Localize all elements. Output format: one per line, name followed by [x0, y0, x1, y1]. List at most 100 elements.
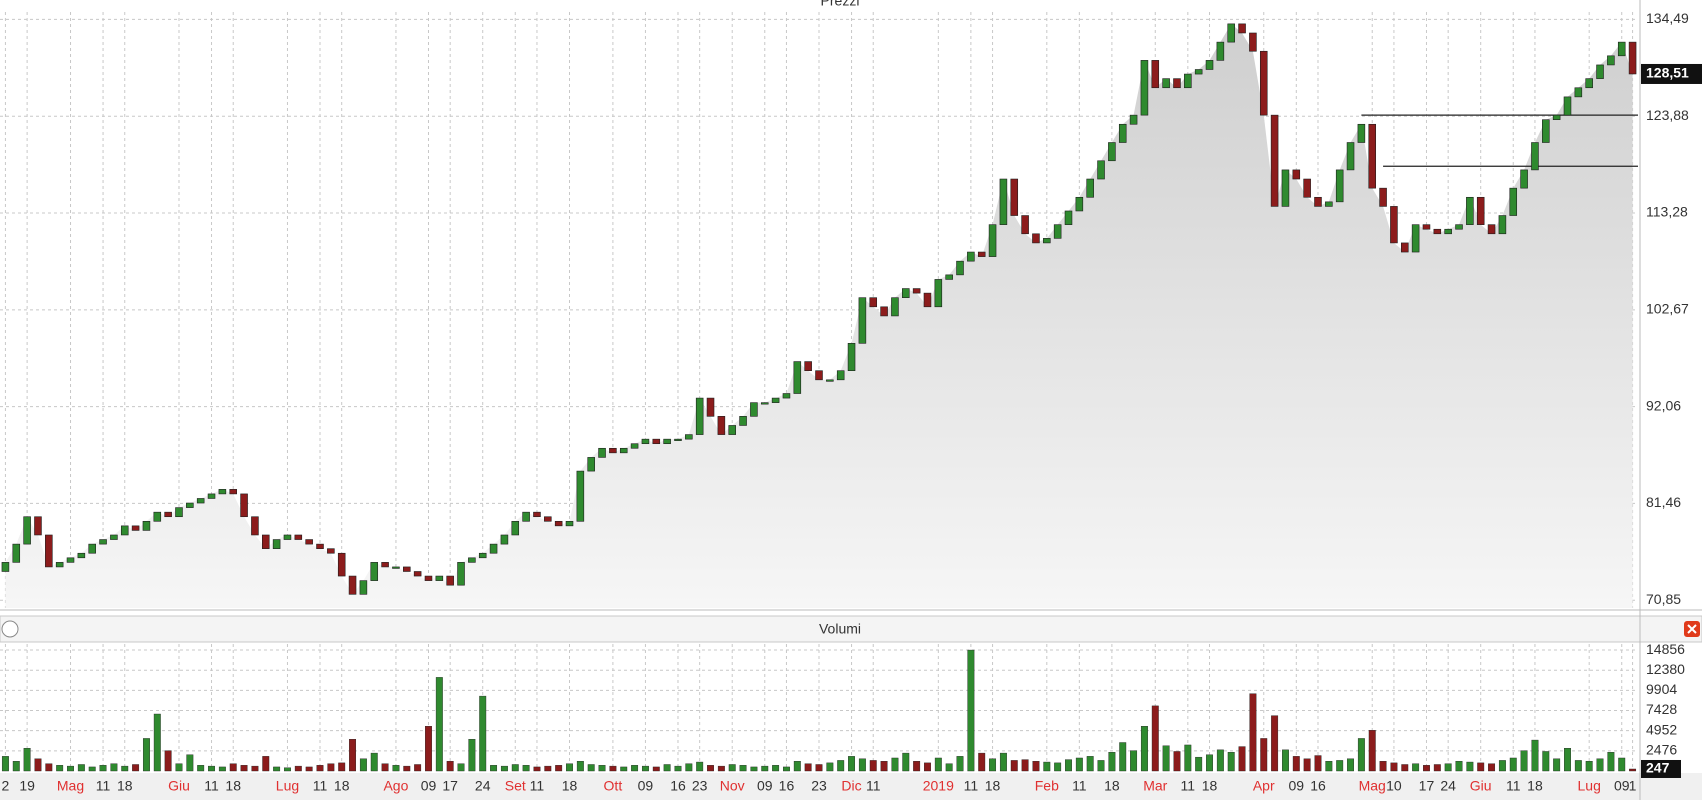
- candle: [207, 493, 216, 499]
- candle: [23, 516, 31, 545]
- candle: [1216, 41, 1225, 61]
- volume-bar: [381, 763, 389, 772]
- volume-bar: [1401, 764, 1409, 772]
- volume-bar: [783, 766, 790, 772]
- volume-bar: [761, 765, 769, 772]
- candle: [1, 562, 10, 572]
- candle: [337, 552, 346, 577]
- volume-bar: [978, 752, 986, 772]
- candle: [120, 525, 129, 536]
- volume-bar: [1075, 757, 1083, 772]
- candle: [782, 393, 791, 399]
- volume-bar: [1119, 742, 1127, 772]
- volume-bar: [913, 761, 921, 772]
- candle: [576, 470, 585, 522]
- x-tick-label: Nov: [720, 778, 745, 794]
- volume-bar: [674, 765, 682, 772]
- volume-bar: [826, 762, 834, 772]
- panel-icon[interactable]: [1, 620, 19, 638]
- last-volume-label: 247: [1646, 760, 1670, 776]
- volume-bar: [1238, 746, 1246, 772]
- x-tick-label: 2: [2, 778, 10, 794]
- volume-bar: [1520, 750, 1528, 772]
- last-price-label: 128,51: [1646, 65, 1689, 81]
- candle: [229, 489, 237, 495]
- x-tick-label: 11: [1181, 778, 1196, 794]
- candle: [392, 566, 400, 569]
- y-tick-label: 14856: [1646, 641, 1685, 657]
- volume-bar: [56, 765, 64, 772]
- candle: [251, 516, 259, 536]
- candle: [1129, 114, 1138, 125]
- candle: [240, 493, 248, 518]
- volume-bar: [1357, 738, 1365, 772]
- candle: [1064, 210, 1073, 225]
- candle: [175, 507, 183, 518]
- candle: [413, 571, 422, 577]
- candle: [533, 511, 541, 518]
- candle: [1476, 196, 1485, 225]
- candle: [1281, 169, 1290, 207]
- volume-bar: [837, 760, 845, 772]
- volume-bar: [1412, 763, 1420, 772]
- x-tick-label: 09: [1614, 778, 1630, 794]
- x-tick-label: Apr: [1253, 778, 1275, 794]
- volume-bar: [739, 765, 747, 772]
- close-icon: [1687, 624, 1697, 634]
- y-tick-label: 113,28: [1646, 204, 1688, 220]
- candle: [348, 575, 357, 595]
- candle: [294, 534, 303, 540]
- candle: [891, 297, 899, 317]
- volume-bar: [1488, 763, 1496, 772]
- volume-bar: [284, 767, 291, 772]
- candle: [1097, 160, 1105, 180]
- candle: [218, 489, 227, 495]
- volume-bar: [1466, 761, 1474, 772]
- candle: [923, 292, 932, 308]
- candle: [1379, 187, 1387, 207]
- candle: [1043, 238, 1051, 244]
- candle: [1184, 73, 1192, 89]
- candle: [695, 397, 704, 435]
- x-tick-label: 16: [779, 778, 795, 794]
- candle: [457, 562, 465, 586]
- volume-bar: [967, 649, 975, 772]
- volume-bar: [1303, 758, 1311, 772]
- volume-bar: [728, 764, 736, 772]
- y-tick-label: 81,46: [1646, 494, 1681, 510]
- candle: [1487, 224, 1496, 235]
- x-tick-label: 09: [1289, 778, 1305, 794]
- x-tick-label: 19: [19, 778, 35, 794]
- volume-bar: [1086, 756, 1094, 772]
- volume-bar: [652, 766, 660, 772]
- candle: [305, 539, 313, 545]
- volume-bar: [1596, 758, 1604, 772]
- candle: [869, 297, 878, 308]
- candle: [554, 520, 563, 527]
- x-tick-label: 11: [1506, 778, 1521, 794]
- volume-bar: [132, 764, 140, 772]
- candle: [478, 552, 487, 559]
- candle: [1466, 196, 1474, 225]
- volume-bar: [446, 761, 454, 772]
- volume-bar: [956, 756, 964, 772]
- x-axis-strip: [0, 773, 1702, 800]
- volume-bar: [197, 765, 205, 772]
- volume-bar: [273, 766, 281, 772]
- y-tick-label: 4952: [1646, 721, 1677, 737]
- candle: [1205, 60, 1214, 70]
- volume-bar: [435, 677, 443, 772]
- y-tick-label: 102,67: [1646, 301, 1689, 317]
- volume-bar: [1021, 759, 1029, 772]
- last-price-box: [1641, 63, 1702, 84]
- x-tick-label: 11: [1072, 778, 1087, 794]
- volume-bar: [218, 766, 226, 772]
- x-tick-label: 18: [334, 778, 350, 794]
- x-tick-label: Giu: [168, 778, 190, 794]
- candle: [1401, 242, 1409, 253]
- x-tick-label: Lug: [276, 778, 299, 794]
- candle: [1542, 119, 1550, 143]
- candle: [403, 566, 411, 572]
- volume-bar: [1564, 748, 1571, 772]
- volume-bar: [1607, 752, 1615, 772]
